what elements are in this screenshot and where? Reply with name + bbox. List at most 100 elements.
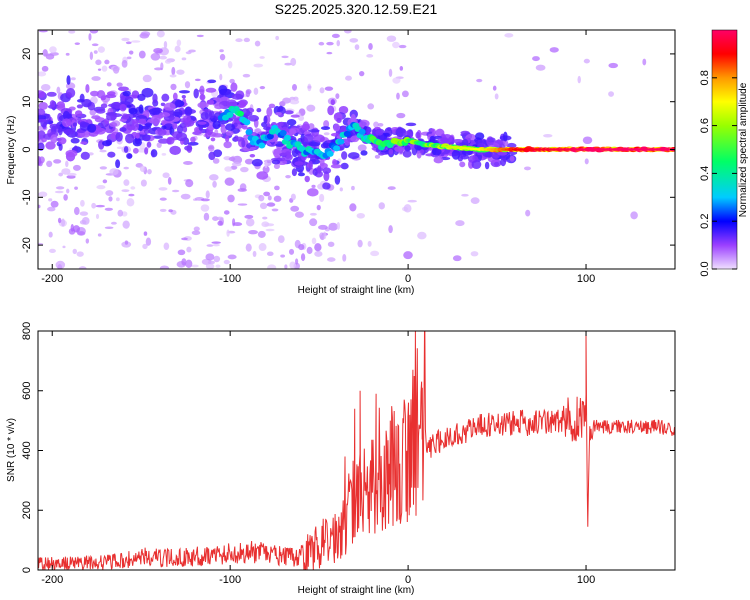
spectrogram-cell: [290, 114, 300, 118]
spectrogram-cell: [351, 185, 355, 191]
spectrogram-cell: [38, 30, 48, 33]
spectrogram-cell: [146, 141, 152, 148]
spectrogram-cell: [388, 68, 393, 78]
spectrogram-cell: [253, 63, 264, 68]
spectrogram-cell: [93, 50, 98, 54]
spectrogram-cell: [264, 223, 275, 227]
spectrogram-x-tick-label: -100: [219, 273, 241, 285]
spectrogram-cell: [396, 112, 406, 119]
spectrogram-cell: [157, 128, 167, 136]
spectrogram-cell: [289, 261, 296, 269]
spectrogram-cell: [240, 166, 249, 173]
spectrogram-cell: [297, 172, 305, 177]
spectrogram-cell: [121, 37, 130, 42]
spectrogram-cell: [258, 142, 266, 149]
spectrogram-cell: [104, 207, 113, 211]
spectrogram-cell: [404, 145, 411, 152]
snr-y-tick-label: 200: [21, 501, 33, 519]
spectrogram-cell: [358, 128, 366, 135]
spectrogram-cell: [360, 150, 368, 156]
colorbar-label: Normalized spectral amplitude: [738, 82, 749, 217]
spectrogram-cell: [236, 100, 247, 109]
spectrogram-cell: [199, 94, 206, 101]
spectrogram-cell: [284, 110, 294, 115]
spectrogram-cell: [577, 75, 581, 84]
spectrogram-cell: [223, 141, 232, 149]
spectrogram-cell: [535, 64, 546, 71]
spectrogram-cell: [70, 137, 80, 144]
spectrogram-cell: [61, 218, 66, 227]
spectrogram-cell: [181, 258, 187, 266]
spectrogram-cell: [309, 218, 318, 227]
spectrogram-cell: [91, 115, 101, 120]
spectrogram-cell: [309, 212, 317, 216]
spectrogram-cell: [74, 206, 80, 216]
spectrogram-cell: [79, 121, 87, 127]
spectrogram-cell: [185, 179, 194, 188]
spectrogram-cell: [608, 62, 619, 69]
spectrogram-cell: [61, 118, 72, 128]
spectrogram-cell: [67, 172, 77, 177]
spectrogram-cell: [330, 99, 336, 106]
spectrogram-cell: [504, 33, 514, 38]
spectrogram-cell: [224, 166, 233, 172]
spectrogram-cell: [97, 46, 105, 53]
spectrogram-cell: [101, 65, 108, 72]
spectrogram-cell: [324, 86, 334, 91]
spectrogram-cell: [227, 60, 233, 69]
spectrogram-cell: [583, 58, 590, 64]
spectrogram-cell: [96, 184, 106, 190]
spectrogram-cell: [58, 137, 67, 145]
spectrogram-cell: [90, 90, 99, 97]
spectrogram-cell: [49, 100, 56, 108]
spectrogram-cell: [72, 248, 78, 255]
spectrogram-cell: [197, 101, 209, 109]
spectrogram-cell: [150, 149, 158, 158]
spectrogram-cell: [184, 81, 191, 89]
spectrogram-cell: [49, 123, 60, 130]
spectrogram-y-ticks: -20 -10 0 10 20: [21, 48, 675, 253]
spectrogram-cell: [294, 161, 304, 166]
spectrogram-cell: [357, 239, 363, 248]
spectrogram-cell: [89, 30, 99, 34]
spectrogram-cell: [234, 136, 245, 142]
spectrogram-cell: [330, 164, 342, 169]
spectrogram-cell: [178, 90, 190, 94]
spectrogram-cell: [338, 105, 349, 115]
spectrogram-cell: [99, 166, 108, 170]
spectrogram-cell: [142, 243, 148, 250]
snr-x-ticks: -200 -100 0 100: [41, 331, 595, 586]
spectrogram-cell: [304, 133, 314, 143]
colorbar-tick-label: 0.6: [699, 118, 711, 133]
spectrogram-cell: [266, 133, 274, 140]
spectrogram-cell: [212, 180, 217, 188]
chart-title: S225.2025.320.12.59.E21: [275, 1, 438, 17]
snr-frame: [37, 330, 676, 571]
spectrogram-cell: [323, 120, 330, 128]
spectrogram-cell: [461, 138, 469, 148]
spectrogram-cell: [205, 253, 215, 261]
spectrogram-cell: [50, 200, 59, 208]
snr-y-tick-label: 400: [21, 441, 33, 459]
spectrogram-cell: [237, 203, 248, 206]
spectrogram-cell: [460, 154, 470, 160]
spectrogram-cell: [141, 125, 152, 130]
spectrogram-cell: [298, 115, 305, 121]
spectrogram-cell: [183, 161, 193, 165]
spectrogram-cell: [452, 255, 462, 262]
spectrogram-y-label: Frequency (Hz): [6, 116, 17, 185]
spectrogram-cell: [106, 82, 112, 87]
spectrogram-cell: [289, 99, 300, 105]
spectrogram-cell: [320, 142, 329, 149]
spectrogram-cell: [151, 107, 163, 113]
spectrogram-cell: [158, 187, 168, 191]
spectrogram-cell: [248, 229, 258, 235]
spectrogram-marks: [38, 30, 675, 269]
spectrogram-cell: [328, 222, 338, 231]
spectrogram-cell: [308, 160, 313, 170]
spectrogram-x-tick-label: 100: [577, 273, 595, 285]
spectrogram-cell: [206, 99, 215, 105]
spectrogram-cell: [208, 151, 216, 161]
